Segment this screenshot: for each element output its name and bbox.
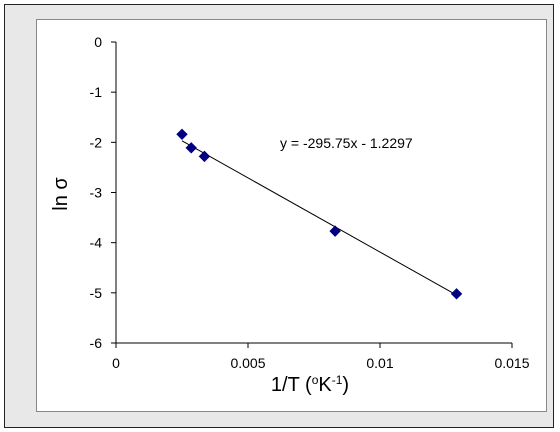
data-point: [176, 128, 188, 141]
x-tick-label: 0.015: [494, 355, 529, 371]
x-axis-label: 1/T (oK-1): [271, 373, 349, 396]
x-tick-label: 0.005: [230, 355, 265, 371]
trendline-equation: y = -295.75x - 1.2297: [280, 135, 413, 151]
chart-frame: [4, 4, 554, 428]
y-tick-label: -2: [90, 134, 103, 150]
data-point: [450, 288, 463, 300]
y-tick-label: -4: [90, 235, 103, 251]
y-axis-label: ln σ: [50, 177, 72, 211]
data-point: [329, 225, 341, 237]
trendline: [181, 140, 457, 296]
y-tick-label: 0: [94, 34, 102, 50]
x-tick-label: 0.01: [366, 355, 393, 371]
x-tick-label: 0: [112, 355, 120, 371]
chart-area: [36, 19, 547, 412]
y-tick-label: -5: [90, 285, 103, 301]
data-point: [198, 150, 211, 163]
y-tick-label: -3: [90, 185, 103, 201]
data-point: [185, 142, 197, 154]
y-tick-label: -6: [90, 335, 103, 351]
y-tick-label: -1: [90, 84, 103, 100]
